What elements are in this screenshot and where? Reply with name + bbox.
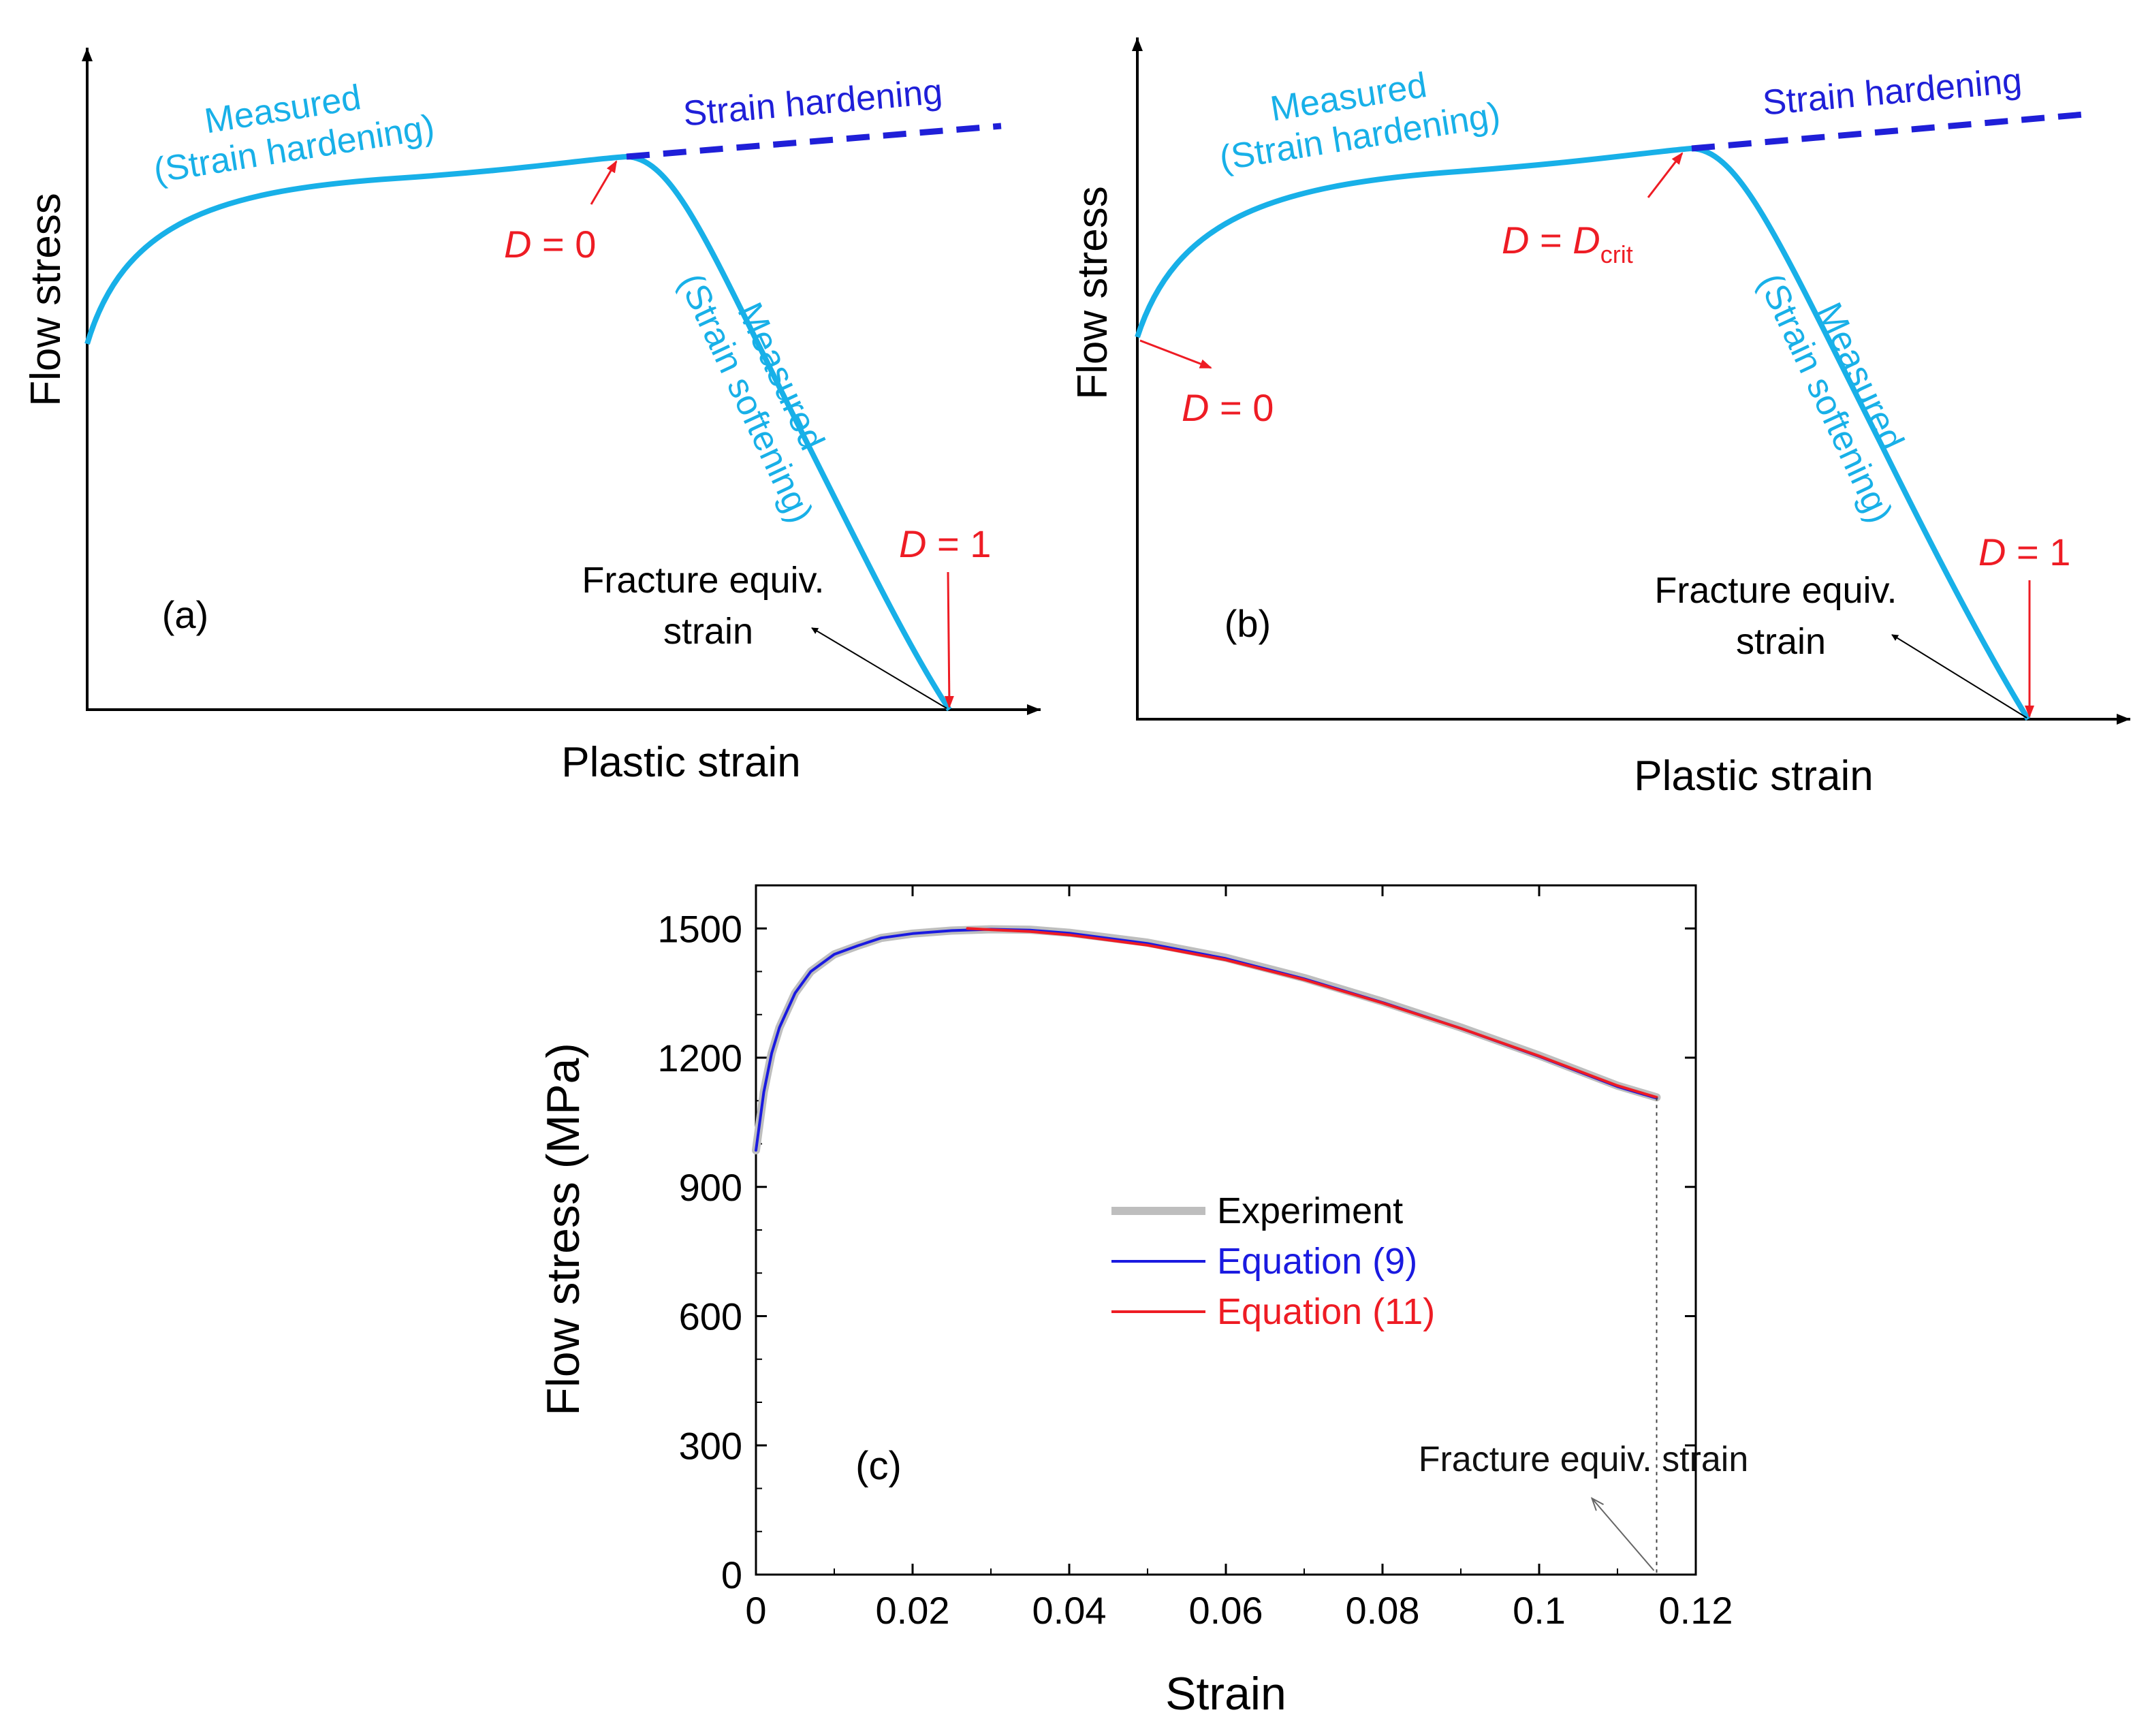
panel-b-measured-softening: Measured (Strain softening) [1750, 251, 1937, 529]
panel-c-label: (c) [855, 1444, 902, 1488]
panel-b-strain-hardening: Strain hardening [1761, 61, 2023, 123]
x-tick-label: 0.12 [1659, 1589, 1733, 1632]
series-line-experiment [752, 925, 1661, 1154]
y-tick-label: 1200 [657, 1037, 742, 1079]
x-tick-label: 0.04 [1032, 1589, 1107, 1632]
panel-b-dcrit-arrow [1647, 152, 1684, 198]
panel-b-fracture-label: Fracture equiv. strain [1654, 570, 1907, 662]
panel-b-ylabel: Flow stress [1069, 186, 1116, 399]
x-tick-label: 0.1 [1513, 1589, 1566, 1632]
panel-a-fracture-label: Fracture equiv. strain [582, 560, 834, 652]
y-tick-label: 300 [679, 1424, 742, 1467]
panel-b-label: (b) [1225, 602, 1271, 645]
x-tick-label: 0.08 [1346, 1589, 1420, 1632]
panel-b: Flow stress Plastic strain Measured (Str… [1069, 37, 2130, 800]
y-tick-label: 0 [721, 1553, 742, 1596]
panel-a-d1-arrow [944, 571, 954, 708]
fracture-annotation-arrow [1592, 1498, 1655, 1571]
panel-b-d0-arrow [1139, 339, 1212, 369]
panel-b-xlabel: Plastic strain [1634, 753, 1873, 800]
x-tick-label: 0 [745, 1589, 766, 1632]
y-tick-label: 1500 [657, 907, 742, 950]
legend-label: Experiment [1217, 1190, 1403, 1231]
chart-xlabel: Strain [1165, 1668, 1286, 1720]
panel-a-fracture-arrow [811, 627, 947, 709]
y-tick-label: 900 [679, 1166, 742, 1209]
chart-ylabel: Flow stress (MPa) [537, 1043, 589, 1416]
x-tick-label: 0.02 [876, 1589, 950, 1632]
panel-c-chart: 0 0.02 0.04 0.06 0.08 0.1 0.12 0 300 600 900 1200 15… [537, 884, 1749, 1720]
panel-a-hardening-dashed [626, 123, 1002, 160]
panel-a: Flow stress Plastic strain Measured (Str… [22, 48, 1041, 786]
panel-a-label: (a) [162, 593, 208, 636]
panel-b-hardening-dashed [1691, 111, 2085, 152]
panel-b-fracture-arrow [1891, 634, 2027, 719]
series-line-equation-9 [755, 928, 1658, 1152]
legend-label: Equation (11) [1217, 1291, 1435, 1332]
x-tick-label: 0.06 [1189, 1589, 1263, 1632]
panel-a-measured-hardening: Measured (Strain hardening) [144, 67, 437, 191]
panel-b-d1-label: D = 1 [1978, 531, 2070, 573]
panel-a-ylabel: Flow stress [22, 193, 69, 406]
legend: Experiment Equation (9) Equation (11) [1111, 1190, 1435, 1332]
legend-label: Equation (9) [1217, 1241, 1417, 1282]
panel-a-xlabel: Plastic strain [561, 739, 800, 786]
panel-b-d0-label: D = 0 [1182, 386, 1274, 429]
panel-a-d0-arrow [590, 160, 618, 205]
tick-group: 0 0.02 0.04 0.06 0.08 0.1 0.12 0 300 600 900 1200 15… [657, 885, 1733, 1632]
panel-a-strain-hardening: Strain hardening [682, 72, 944, 134]
y-tick-label: 600 [679, 1295, 742, 1338]
series-group [752, 925, 1661, 1154]
panel-a-d0-label: D = 0 [504, 223, 596, 266]
panel-b-measured-hardening: Measured (Strain hardening) [1210, 54, 1503, 178]
panel-a-d1-label: D = 1 [899, 522, 991, 565]
panel-b-dcrit-label: D = Dcrit [1502, 219, 1633, 268]
series-line-equation-11 [966, 927, 1658, 1099]
fracture-annotation: Fracture equiv. strain [1419, 1440, 1749, 1479]
